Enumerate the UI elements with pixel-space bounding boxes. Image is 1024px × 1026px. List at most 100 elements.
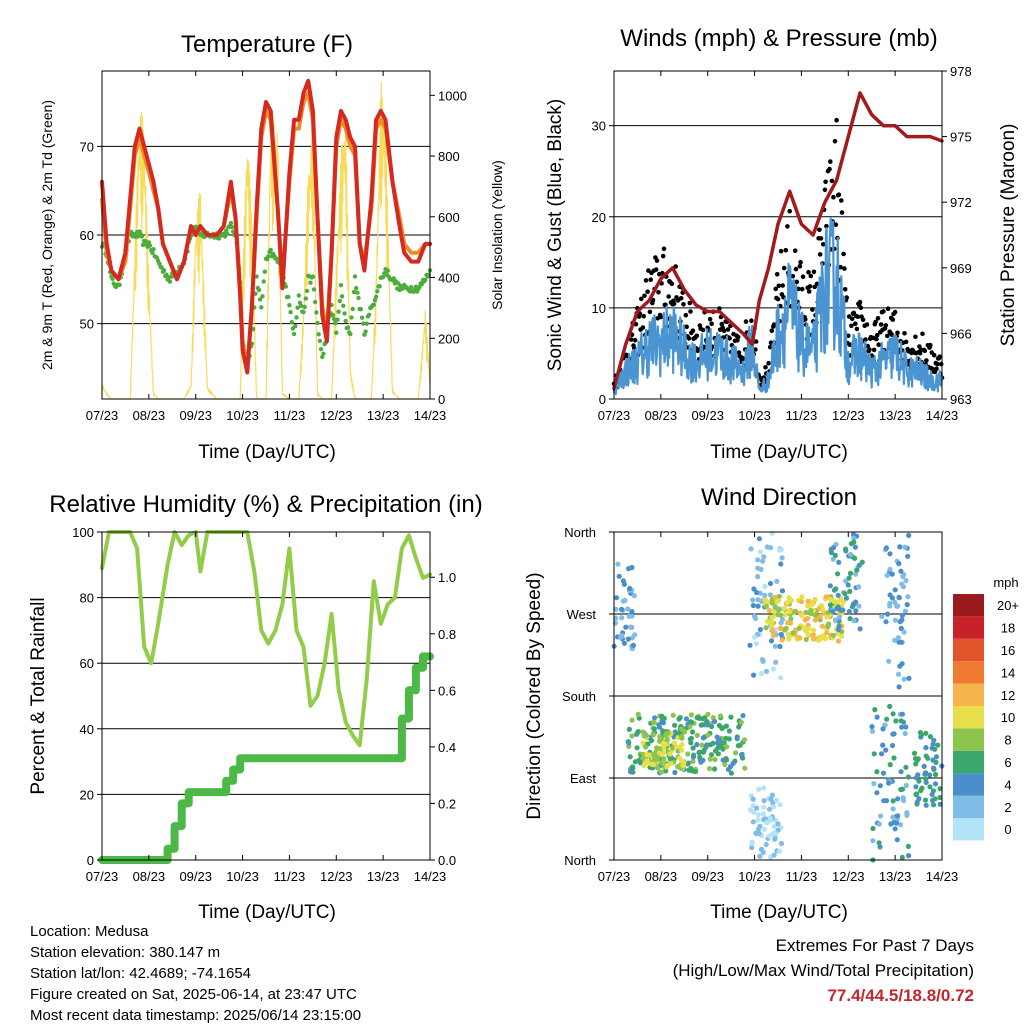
direction-point [762, 583, 768, 590]
gust-point [793, 266, 799, 272]
gust-point [684, 324, 689, 330]
direction-point [886, 780, 892, 786]
gust-point [669, 281, 675, 287]
direction-point [827, 583, 833, 589]
colorbar-label: 12 [1001, 688, 1015, 703]
solar-insolation-line [101, 81, 431, 400]
direction-point [898, 769, 904, 775]
gust-point [885, 333, 890, 339]
y-right-tick-label: 1000 [438, 88, 467, 103]
direction-point [832, 617, 839, 623]
direction-point [724, 744, 730, 750]
direction-point [677, 755, 683, 762]
dewpoint-point [260, 294, 265, 299]
dewpoint-point [373, 294, 379, 299]
gust-point [902, 331, 907, 336]
direction-point [778, 675, 784, 681]
x-tick-label: 12/23 [320, 869, 353, 884]
direction-tick-label: North [564, 525, 596, 540]
x-tick-label: 14/23 [414, 869, 447, 884]
direction-point [715, 745, 721, 751]
direction-point [803, 609, 809, 616]
direction-point [812, 617, 819, 623]
direction-point [640, 755, 646, 761]
gust-point [875, 316, 881, 321]
y-right-tick-label: 1.0 [438, 570, 456, 585]
x-tick-label: 09/23 [691, 408, 724, 423]
direction-point [894, 837, 900, 843]
dewpoint-point [167, 279, 173, 284]
direction-point [720, 757, 726, 763]
gust-point [775, 296, 781, 302]
gust-point [823, 179, 828, 185]
direction-point [930, 765, 937, 771]
direction-point [882, 722, 888, 728]
gust-point [776, 283, 782, 289]
direction-point [869, 724, 875, 730]
direction-point [761, 798, 767, 804]
station-info: Location: Medusa Station elevation: 380.… [30, 921, 361, 1026]
direction-point [742, 765, 748, 771]
direction-point [905, 594, 911, 600]
direction-point [787, 609, 793, 615]
direction-point [685, 751, 691, 757]
direction-point [922, 797, 929, 803]
colorbar-swatch [953, 818, 984, 841]
direction-point [656, 750, 663, 756]
direction-point [851, 618, 857, 624]
direction-point [889, 742, 896, 749]
dewpoint-point [295, 305, 300, 310]
x-tick-label: 09/23 [179, 408, 212, 423]
direction-point [937, 794, 943, 801]
direction-point [771, 804, 777, 810]
dewpoint-point [359, 315, 365, 320]
direction-point [626, 726, 633, 733]
direction-point [827, 602, 834, 608]
humidity-title: Relative Humidity (%) & Precipitation (i… [49, 491, 482, 518]
dewpoint-point [147, 243, 153, 248]
temperature-ylabel-right: Solar Insolation (Yellow) [489, 160, 505, 310]
direction-point [935, 742, 941, 748]
direction-point [802, 626, 808, 632]
dewpoint-point [268, 247, 273, 253]
x-tick-label: 07/23 [86, 869, 119, 884]
y-tick-label: 100 [72, 525, 94, 540]
dewpoint-point [335, 317, 340, 322]
gust-point [883, 323, 889, 328]
direction-point [733, 750, 739, 756]
x-tick-label: 14/23 [926, 408, 959, 423]
direction-point [728, 714, 734, 720]
gust-point [725, 327, 731, 332]
x-tick-label: 08/23 [645, 869, 678, 884]
gust-point [937, 354, 942, 360]
colorbar-swatch [953, 683, 984, 706]
direction-point [748, 546, 754, 552]
x-tick-label: 08/23 [133, 408, 166, 423]
direction-point [643, 744, 649, 750]
direction-point [750, 796, 756, 802]
x-tick-label: 09/23 [179, 869, 212, 884]
x-tick-label: 13/23 [879, 408, 912, 423]
direction-point [779, 555, 785, 561]
direction-point [777, 643, 783, 650]
gust-point [828, 159, 833, 164]
gust-point [934, 366, 939, 372]
direction-point [769, 600, 775, 606]
winds-panel: Winds (mph) & Pressure (mb) 07/23 08/23 09… [545, 25, 1019, 463]
y-tick-label: 50 [80, 317, 94, 332]
direction-point [874, 790, 880, 796]
direction-point [758, 846, 765, 853]
dewpoint-point [289, 320, 294, 325]
direction-point [775, 612, 781, 618]
direction-point [651, 726, 658, 732]
direction-point [717, 713, 724, 719]
direction-point [785, 620, 791, 626]
direction-point [740, 713, 746, 719]
y-right-tick-label: 0.2 [438, 796, 456, 811]
direction-point [785, 631, 791, 637]
direction-point [672, 769, 678, 776]
direction-point [898, 568, 904, 574]
direction-point [887, 566, 893, 572]
dewpoint-point [296, 293, 301, 298]
direction-point [929, 791, 935, 798]
